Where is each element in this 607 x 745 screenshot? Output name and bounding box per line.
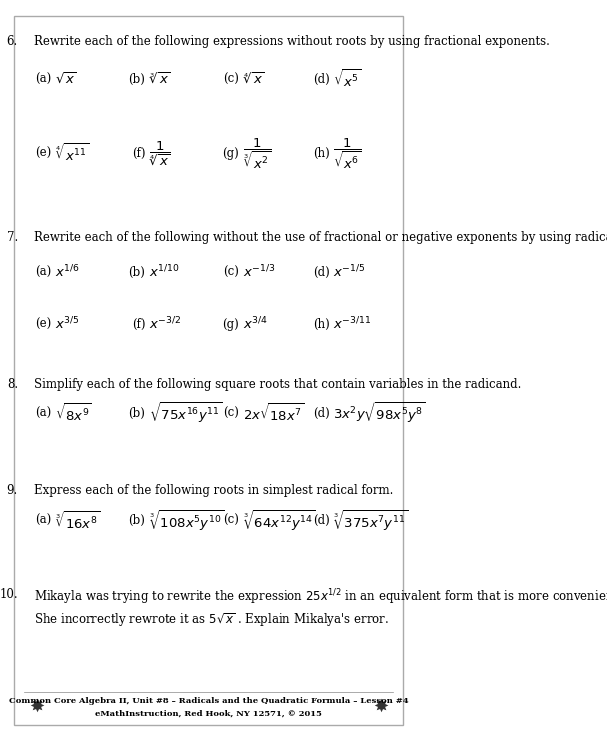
Text: 9.: 9.: [7, 484, 18, 497]
Text: $\sqrt[4]{x}$: $\sqrt[4]{x}$: [243, 72, 265, 87]
Text: eMathInstruction, Red Hook, NY 12571, © 2015: eMathInstruction, Red Hook, NY 12571, © …: [95, 710, 322, 718]
Text: (g): (g): [223, 318, 239, 331]
Text: 6.: 6.: [7, 35, 18, 48]
Text: Express each of the following roots in simplest radical form.: Express each of the following roots in s…: [35, 484, 394, 497]
Text: 8.: 8.: [7, 378, 18, 391]
Text: (a): (a): [35, 266, 51, 279]
Text: $\sqrt{8x^9}$: $\sqrt{8x^9}$: [55, 403, 92, 424]
Text: (d): (d): [313, 407, 330, 420]
Text: (e): (e): [35, 147, 51, 160]
Text: (e): (e): [35, 318, 51, 331]
Text: $x^{-1/3}$: $x^{-1/3}$: [243, 264, 276, 281]
Text: ✸: ✸: [29, 697, 44, 715]
Text: (c): (c): [223, 515, 239, 527]
Text: $x^{3/5}$: $x^{3/5}$: [55, 316, 80, 332]
Text: $\dfrac{1}{\sqrt[4]{x}}$: $\dfrac{1}{\sqrt[4]{x}}$: [149, 139, 171, 168]
Text: (c): (c): [223, 73, 239, 86]
Text: $x^{-3/11}$: $x^{-3/11}$: [333, 316, 372, 332]
Text: (c): (c): [223, 266, 239, 279]
Text: $x^{-1/5}$: $x^{-1/5}$: [333, 264, 366, 281]
Text: $x^{3/4}$: $x^{3/4}$: [243, 316, 268, 332]
Text: (f): (f): [132, 147, 145, 160]
Text: She incorrectly rewrote it as $5\sqrt{x}$ . Explain Mikalya's error.: She incorrectly rewrote it as $5\sqrt{x}…: [35, 612, 389, 630]
Text: (f): (f): [132, 318, 145, 331]
Text: (d): (d): [313, 73, 330, 86]
Text: Common Core Algebra II, Unit #8 – Radicals and the Quadratic Formula – Lesson #4: Common Core Algebra II, Unit #8 – Radica…: [9, 697, 409, 706]
Text: $\dfrac{1}{\sqrt[3]{x^2}}$: $\dfrac{1}{\sqrt[3]{x^2}}$: [243, 136, 272, 171]
Text: (a): (a): [35, 515, 51, 527]
Text: (h): (h): [313, 147, 330, 160]
Text: 10.: 10.: [0, 588, 18, 600]
Text: (h): (h): [313, 318, 330, 331]
Text: $x^{-3/2}$: $x^{-3/2}$: [149, 316, 181, 332]
Text: (b): (b): [128, 266, 145, 279]
Text: $\sqrt{x^5}$: $\sqrt{x^5}$: [333, 69, 362, 90]
Text: (a): (a): [35, 407, 51, 420]
Text: (d): (d): [313, 266, 330, 279]
Text: Mikayla was trying to rewrite the expression $25x^{1/2}$ in an equivalent form t: Mikayla was trying to rewrite the expres…: [35, 588, 607, 607]
Text: $\sqrt[3]{108x^5y^{10}}$: $\sqrt[3]{108x^5y^{10}}$: [149, 509, 225, 533]
Text: ✸: ✸: [373, 697, 388, 715]
Text: Rewrite each of the following without the use of fractional or negative exponent: Rewrite each of the following without th…: [35, 232, 607, 244]
Text: (b): (b): [128, 407, 145, 420]
Text: (c): (c): [223, 407, 239, 420]
Text: $\sqrt[4]{x^{11}}$: $\sqrt[4]{x^{11}}$: [55, 143, 89, 164]
Text: $x^{1/10}$: $x^{1/10}$: [149, 264, 180, 281]
Text: (b): (b): [128, 73, 145, 86]
Text: (b): (b): [128, 515, 145, 527]
Text: $\sqrt{x}$: $\sqrt{x}$: [55, 72, 76, 87]
Text: $\sqrt[3]{64x^{12}y^{14}}$: $\sqrt[3]{64x^{12}y^{14}}$: [243, 509, 316, 533]
Text: Rewrite each of the following expressions without roots by using fractional expo: Rewrite each of the following expression…: [35, 35, 550, 48]
Text: $\sqrt[3]{16x^8}$: $\sqrt[3]{16x^8}$: [55, 510, 100, 532]
Text: $x^{1/6}$: $x^{1/6}$: [55, 264, 80, 281]
Text: (a): (a): [35, 73, 51, 86]
Text: $\sqrt[3]{375x^7y^{11}}$: $\sqrt[3]{375x^7y^{11}}$: [333, 509, 409, 533]
Text: $2x\sqrt{18x^7}$: $2x\sqrt{18x^7}$: [243, 403, 305, 424]
Text: 7.: 7.: [7, 232, 18, 244]
Text: $\sqrt[3]{x}$: $\sqrt[3]{x}$: [149, 72, 171, 87]
Text: $3x^2y\sqrt{98x^5y^8}$: $3x^2y\sqrt{98x^5y^8}$: [333, 402, 426, 425]
Text: (g): (g): [223, 147, 239, 160]
Text: $\sqrt{75x^{16}y^{11}}$: $\sqrt{75x^{16}y^{11}}$: [149, 402, 223, 425]
Text: $\dfrac{1}{\sqrt{x^6}}$: $\dfrac{1}{\sqrt{x^6}}$: [333, 136, 362, 171]
Text: Simplify each of the following square roots that contain variables in the radica: Simplify each of the following square ro…: [35, 378, 521, 391]
Text: (d): (d): [313, 515, 330, 527]
